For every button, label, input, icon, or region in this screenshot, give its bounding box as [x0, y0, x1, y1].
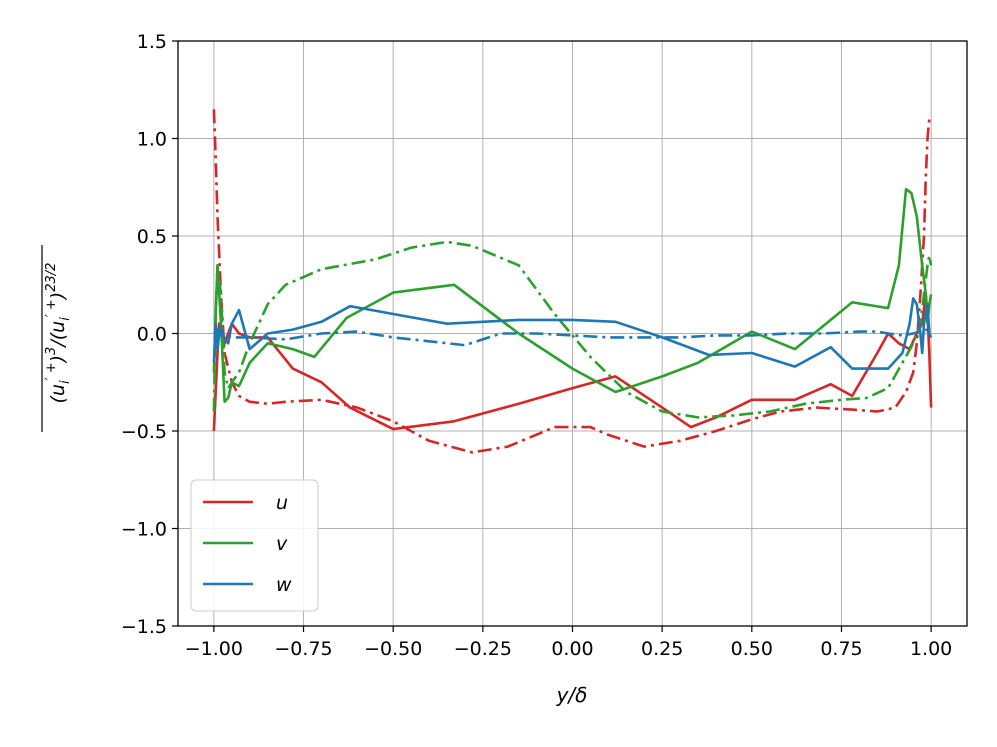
x-tick-label: 0.25 — [641, 638, 683, 660]
series-line-v — [212, 187, 933, 404]
x-tick-label: −1.00 — [185, 638, 243, 660]
legend-box — [190, 479, 319, 612]
x-tick-label: −0.75 — [274, 638, 332, 660]
x-tick-label: 0.50 — [731, 638, 773, 660]
legend: uvw — [190, 479, 319, 612]
y-tick-label: −1.5 — [121, 616, 167, 638]
y-axis-ticks: −1.5 −1.0 −0.5 0.0 0.5 1.0 1.5 — [121, 31, 178, 638]
y-tick-label: 0.0 — [137, 324, 167, 346]
x-axis-label: y/δ — [556, 683, 588, 707]
y-tick-label: 1.0 — [137, 129, 167, 151]
x-axis-ticks: −1.00 −0.75 −0.50 −0.25 0.00 0.25 0.50 0.75 1.00 — [185, 626, 952, 660]
x-tick-label: −0.50 — [364, 638, 422, 660]
series-line-w — [212, 297, 933, 370]
x-tick-label: 1.00 — [910, 638, 952, 660]
y-tick-label: 0.5 — [137, 226, 167, 248]
x-tick-label: 0.75 — [820, 638, 862, 660]
series-line-v-dash-dot — [212, 240, 933, 419]
x-tick-label: −0.25 — [454, 638, 512, 660]
legend-label-v: v — [276, 533, 288, 555]
y-tick-label: −0.5 — [121, 421, 167, 443]
series-line-u-dash-dot — [212, 109, 932, 454]
legend-label-w: w — [276, 574, 292, 596]
y-tick-label: 1.5 — [137, 31, 167, 53]
legend-label-u: u — [276, 492, 288, 514]
series-line-w-dash-dot — [212, 328, 933, 347]
x-tick-label: 0.00 — [551, 638, 593, 660]
y-axis-label: (ui′ +)3/(ui′ +)23/2 — [44, 263, 73, 404]
y-tick-label: −1.0 — [121, 519, 167, 541]
series-layer — [212, 109, 933, 454]
